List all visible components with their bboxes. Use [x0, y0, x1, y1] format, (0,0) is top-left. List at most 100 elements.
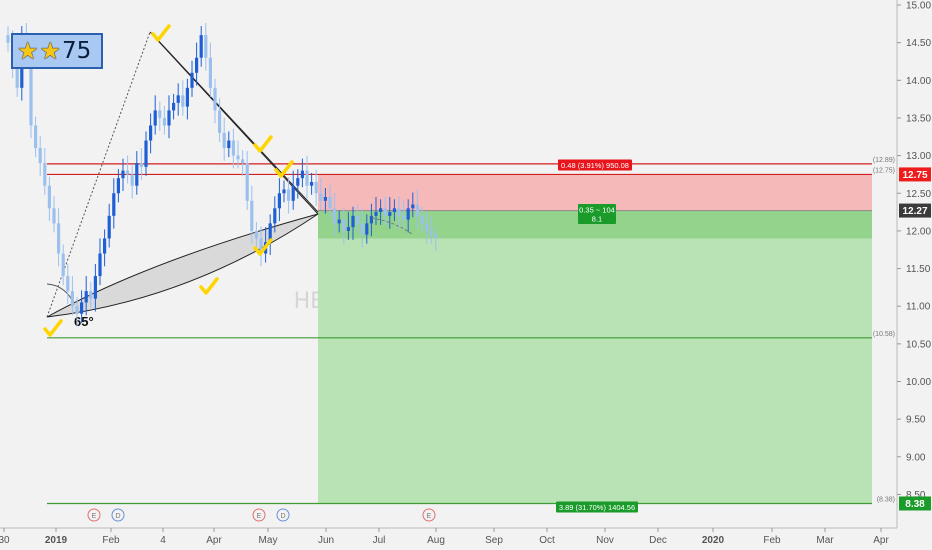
earnings-marker[interactable]: [252, 508, 266, 522]
candle-body[interactable]: [425, 223, 429, 231]
candle-body[interactable]: [199, 35, 203, 58]
candle-body[interactable]: [93, 276, 97, 299]
candle-body[interactable]: [195, 57, 199, 73]
candle-body[interactable]: [360, 223, 364, 235]
candle-body[interactable]: [337, 219, 341, 224]
candle-body[interactable]: [406, 208, 410, 220]
price-tick-label: 11.50: [906, 264, 931, 275]
candle-body[interactable]: [250, 200, 254, 231]
candle-body[interactable]: [61, 253, 65, 277]
candle-body[interactable]: [365, 223, 369, 235]
candle-body[interactable]: [6, 35, 10, 43]
rating-value: 75: [62, 38, 92, 64]
candle-body[interactable]: [291, 185, 295, 201]
candle-body[interactable]: [57, 223, 61, 254]
candle-body[interactable]: [287, 189, 291, 201]
dividend-marker[interactable]: [111, 508, 125, 522]
price-tick-label: 13.50: [906, 113, 931, 124]
candle-body[interactable]: [103, 238, 107, 254]
candle-body[interactable]: [356, 215, 360, 224]
level-label: (10.58): [873, 331, 895, 338]
candle-body[interactable]: [38, 148, 42, 164]
candle-body[interactable]: [310, 181, 314, 186]
candle-body[interactable]: [47, 185, 51, 209]
candle-body[interactable]: [277, 193, 281, 209]
candle-body[interactable]: [218, 110, 222, 134]
dividend-marker[interactable]: [276, 508, 290, 522]
candle-body[interactable]: [319, 193, 323, 201]
candle-body[interactable]: [388, 212, 392, 216]
candle-body[interactable]: [208, 57, 212, 88]
candle-body[interactable]: [369, 215, 373, 224]
candle-body[interactable]: [89, 291, 93, 299]
candle-body[interactable]: [305, 170, 309, 186]
candle-body[interactable]: [84, 291, 88, 303]
candle-body[interactable]: [333, 208, 337, 224]
candle-body[interactable]: [222, 133, 226, 149]
candle-body[interactable]: [259, 238, 263, 254]
candle-body[interactable]: [135, 163, 139, 186]
candle-body[interactable]: [112, 193, 116, 216]
candle-body[interactable]: [158, 110, 162, 118]
candle-body[interactable]: [245, 163, 249, 201]
candle-body[interactable]: [139, 163, 143, 167]
candle-body[interactable]: [268, 223, 272, 243]
candle-body[interactable]: [66, 276, 70, 292]
candle-body[interactable]: [328, 197, 332, 209]
candle-body[interactable]: [29, 57, 33, 126]
candle-body[interactable]: [434, 234, 438, 239]
candle-body[interactable]: [282, 189, 286, 194]
candle-body[interactable]: [15, 65, 19, 88]
candle-body[interactable]: [43, 163, 47, 186]
candle-body[interactable]: [323, 197, 327, 201]
candle-body[interactable]: [429, 230, 433, 235]
candle-body[interactable]: [402, 215, 406, 220]
candle-body[interactable]: [75, 306, 79, 314]
candle-body[interactable]: [392, 208, 396, 213]
candle-body[interactable]: [227, 140, 231, 149]
candle-body[interactable]: [236, 155, 240, 160]
candle-body[interactable]: [98, 253, 102, 277]
candle-body[interactable]: [254, 230, 258, 239]
candle-body[interactable]: [351, 215, 355, 228]
candle-body[interactable]: [172, 102, 176, 111]
candle-body[interactable]: [153, 110, 157, 126]
candle-body[interactable]: [300, 170, 304, 179]
candle-body[interactable]: [231, 140, 235, 156]
candle-body[interactable]: [121, 170, 125, 179]
candle-body[interactable]: [241, 159, 245, 164]
candle-body[interactable]: [162, 117, 166, 126]
candle-body[interactable]: [80, 302, 84, 314]
candle-body[interactable]: [130, 174, 134, 186]
candle-body[interactable]: [374, 212, 378, 216]
candle-body[interactable]: [411, 204, 415, 209]
candle-body[interactable]: [144, 140, 148, 167]
candle-body[interactable]: [185, 87, 189, 107]
candle-body[interactable]: [204, 35, 208, 58]
candle-body[interactable]: [107, 215, 111, 239]
candle-body[interactable]: [213, 87, 217, 111]
candle-body[interactable]: [116, 178, 120, 194]
candle-body[interactable]: [383, 208, 387, 216]
candle-body[interactable]: [70, 291, 74, 307]
candle-body[interactable]: [397, 208, 401, 216]
candle-body[interactable]: [52, 208, 56, 224]
candle-body[interactable]: [346, 227, 350, 231]
candle-body[interactable]: [167, 110, 171, 126]
candle-body[interactable]: [342, 219, 346, 231]
candle-body[interactable]: [190, 72, 194, 88]
candle-body[interactable]: [379, 208, 383, 213]
candle-body[interactable]: [273, 208, 277, 224]
candle-body[interactable]: [296, 178, 300, 186]
candle-body[interactable]: [126, 170, 130, 175]
earnings-marker[interactable]: [422, 508, 436, 522]
candle-body[interactable]: [415, 204, 419, 216]
candle-body[interactable]: [149, 125, 153, 141]
candle-body[interactable]: [314, 181, 318, 194]
candle-body[interactable]: [181, 95, 185, 107]
earnings-marker[interactable]: [87, 508, 101, 522]
candle-body[interactable]: [34, 125, 38, 149]
candle-body[interactable]: [176, 95, 180, 103]
candle-body[interactable]: [420, 215, 424, 224]
